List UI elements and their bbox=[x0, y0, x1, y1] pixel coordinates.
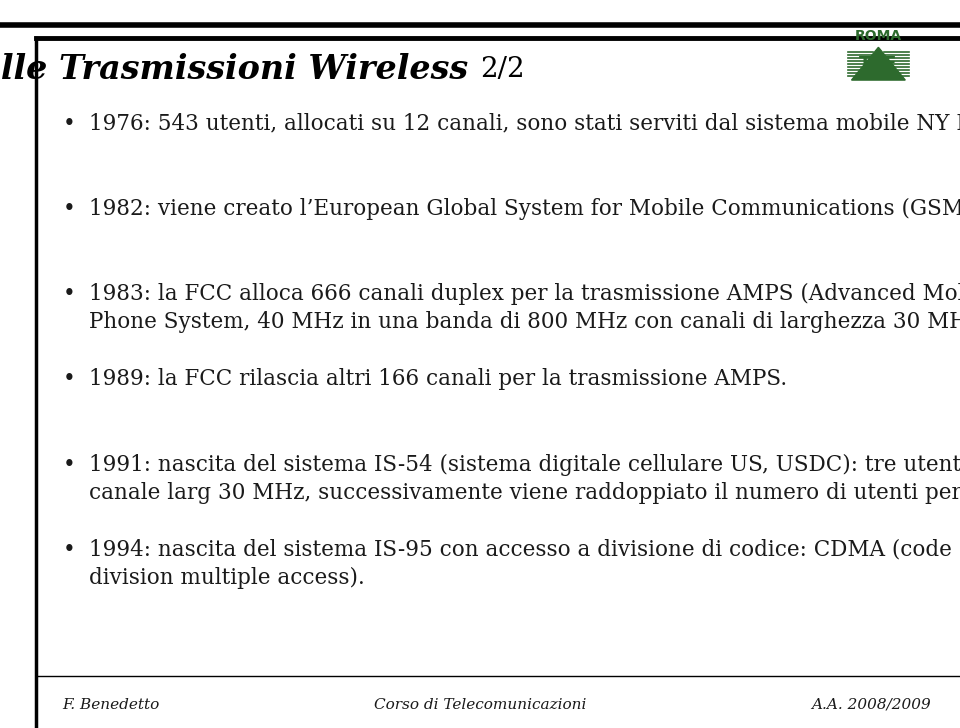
Text: •: • bbox=[62, 283, 75, 305]
Text: 1983: la FCC alloca 666 canali duplex per la trasmissione AMPS (Advanced Mobile
: 1983: la FCC alloca 666 canali duplex pe… bbox=[89, 283, 960, 333]
Text: •: • bbox=[62, 454, 75, 475]
Text: 1994: nascita del sistema IS-95 con accesso a divisione di codice: CDMA (code
di: 1994: nascita del sistema IS-95 con acce… bbox=[89, 539, 952, 589]
Text: •: • bbox=[62, 113, 75, 135]
Text: ROMA: ROMA bbox=[854, 29, 902, 43]
Text: Corso di Telecomunicazioni: Corso di Telecomunicazioni bbox=[373, 697, 587, 712]
Text: 1991: nascita del sistema IS-54 (sistema digitale cellulare US, USDC): tre utent: 1991: nascita del sistema IS-54 (sistema… bbox=[89, 454, 960, 504]
Text: 1982: viene creato l’European Global System for Mobile Communications (GSM).: 1982: viene creato l’European Global Sys… bbox=[89, 198, 960, 220]
Text: A.A. 2008/2009: A.A. 2008/2009 bbox=[811, 697, 931, 712]
Polygon shape bbox=[852, 47, 905, 80]
Text: 2/2: 2/2 bbox=[480, 55, 524, 83]
Text: 1976: 543 utenti, allocati su 12 canali, sono stati serviti dal sistema mobile N: 1976: 543 utenti, allocati su 12 canali,… bbox=[89, 113, 960, 135]
Text: •: • bbox=[62, 539, 75, 561]
Text: F. Benedetto: F. Benedetto bbox=[62, 697, 159, 712]
Text: TRE: TRE bbox=[859, 55, 898, 73]
Text: •: • bbox=[62, 368, 75, 390]
Text: 1989: la FCC rilascia altri 166 canali per la trasmissione AMPS.: 1989: la FCC rilascia altri 166 canali p… bbox=[89, 368, 787, 390]
Text: •: • bbox=[62, 198, 75, 220]
Text: Storia delle Trasmissioni Wireless: Storia delle Trasmissioni Wireless bbox=[0, 52, 480, 86]
